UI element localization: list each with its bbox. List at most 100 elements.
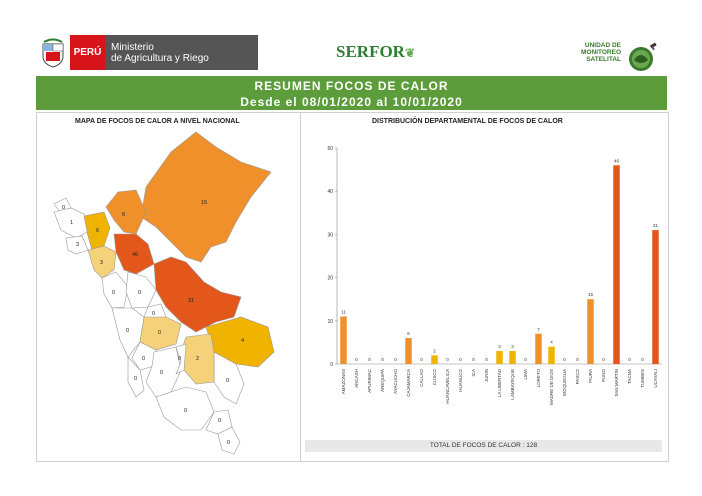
y-tick-label-4: 40 bbox=[327, 189, 333, 195]
data-label-lima: 0 bbox=[524, 357, 527, 362]
data-label-cusco: 2 bbox=[433, 348, 436, 353]
data-label-ancash: 0 bbox=[355, 357, 358, 362]
category-label-loreto: LORETO bbox=[536, 369, 541, 388]
bar-ucayali bbox=[652, 230, 659, 364]
category-label-piura: PIURA bbox=[588, 369, 593, 383]
category-label-tumbes: TUMBES bbox=[640, 369, 645, 388]
data-label-callao: 0 bbox=[420, 357, 423, 362]
peru-label: PERÚ bbox=[70, 35, 105, 70]
data-label-amazonas: 11 bbox=[341, 309, 346, 314]
unit-label: UNIDAD DE MONITOREO SATELITAL bbox=[581, 42, 621, 63]
map-label-ica: 0 bbox=[134, 376, 137, 382]
data-label-ica: 0 bbox=[472, 357, 475, 362]
category-label-callao: CALLAO bbox=[419, 369, 424, 387]
category-label-cajamarca: CAJAMARCA bbox=[406, 369, 411, 397]
region-la-libertad bbox=[87, 245, 117, 279]
region-san-martin bbox=[113, 233, 155, 275]
report-date-range: Desde el 08/01/2020 al 10/01/2020 bbox=[240, 95, 463, 109]
ministry-label: Ministerio de Agricultura y Riego bbox=[111, 42, 209, 64]
ministry-logo: PERÚ Ministerio de Agricultura y Riego bbox=[70, 35, 258, 70]
category-label-lima: LIMA bbox=[523, 369, 528, 380]
category-label-cusco: CUSCO bbox=[432, 369, 437, 386]
peru-heat-map: 0 1 6 3 3 6 46 31 0 0 0 0 0 0 0 0 15 0 0… bbox=[53, 131, 275, 455]
chart-panel bbox=[300, 112, 669, 462]
data-label-lambayeque: 3 bbox=[511, 344, 514, 349]
region-tacna bbox=[217, 426, 241, 455]
data-label-piura: 15 bbox=[588, 292, 594, 297]
serfor-label: SERFOR bbox=[336, 42, 405, 61]
map-label-san-martin: 46 bbox=[132, 252, 138, 258]
map-label-pasco: 0 bbox=[152, 311, 155, 317]
bar-amazonas bbox=[340, 316, 347, 364]
category-label-huancavelica: HUANCAVELICA bbox=[445, 369, 450, 404]
region-huancavelica bbox=[131, 341, 157, 371]
bar-la-libertad bbox=[496, 351, 503, 364]
data-label-huanuco: 0 bbox=[459, 357, 462, 362]
map-label-junin: 0 bbox=[158, 330, 161, 336]
data-label-tumbes: 0 bbox=[641, 357, 644, 362]
data-label-junin: 0 bbox=[485, 357, 488, 362]
coat-of-arms-icon bbox=[42, 38, 64, 68]
map-label-cusco: 2 bbox=[196, 356, 199, 362]
category-label-moquegua: MOQUEGUA bbox=[562, 369, 567, 396]
map-label-huanuco: 0 bbox=[138, 290, 141, 296]
data-label-san-martin: 46 bbox=[614, 158, 620, 163]
category-label-la-libertad: LA LIBERTAD bbox=[497, 368, 502, 397]
data-label-puno: 0 bbox=[602, 357, 605, 362]
map-label-piura: 1 bbox=[70, 220, 73, 226]
map-label-cajamarca: 6 bbox=[96, 228, 99, 234]
region-lambayeque bbox=[65, 235, 89, 255]
map-label-huancavelica: 0 bbox=[142, 356, 145, 362]
serfor-leaf-icon: ❦ bbox=[404, 46, 416, 60]
region-apurimac bbox=[175, 343, 187, 375]
y-tick-label-0: 0 bbox=[330, 362, 333, 368]
y-tick-label-2: 20 bbox=[327, 276, 333, 282]
map-label-ayacucho: 0 bbox=[160, 370, 163, 376]
category-label-ayacucho: AYACUCHO bbox=[393, 369, 398, 394]
bar-cusco bbox=[431, 355, 438, 364]
map-label-ancash: 0 bbox=[112, 290, 115, 296]
map-label-lima: 0 bbox=[126, 328, 129, 334]
data-label-pasco: 0 bbox=[576, 357, 579, 362]
bar-lambayeque bbox=[509, 351, 516, 364]
category-label-ica: ICA bbox=[471, 369, 476, 377]
category-label-madre-de-dios: MADRE DE DIOS bbox=[549, 369, 554, 405]
bar-piura bbox=[587, 299, 594, 364]
map-label-amazonas: 6 bbox=[122, 212, 125, 218]
bar-madre-de-dios bbox=[548, 346, 555, 364]
serfor-logo: SERFOR❦ bbox=[336, 42, 415, 62]
map-label-tumbes: 0 bbox=[62, 205, 65, 211]
map-label-loreto: 15 bbox=[201, 200, 207, 206]
category-label-junin: JUNIN bbox=[484, 369, 489, 382]
data-label-huancavelica: 0 bbox=[446, 357, 449, 362]
data-label-la-libertad: 3 bbox=[498, 344, 501, 349]
bar-chart: 0102030405011AMAZONAS0ANCASH0APURIMAC0AR… bbox=[327, 146, 662, 405]
map-label-puno: 0 bbox=[226, 378, 229, 384]
category-label-tacna: TACNA bbox=[627, 369, 632, 384]
category-label-pasco: PASCO bbox=[575, 369, 580, 385]
header: PERÚ Ministerio de Agricultura y Riego S… bbox=[36, 32, 668, 76]
bar-loreto bbox=[535, 333, 542, 364]
bar-cajamarca bbox=[405, 338, 412, 364]
data-label-tacna: 0 bbox=[628, 357, 631, 362]
report-title: RESUMEN FOCOS DE CALOR bbox=[254, 79, 449, 93]
y-tick-label-3: 30 bbox=[327, 232, 333, 238]
data-label-apurimac: 0 bbox=[368, 357, 371, 362]
category-label-puno: PUNO bbox=[601, 369, 606, 383]
data-label-ayacucho: 0 bbox=[394, 357, 397, 362]
region-ancash bbox=[101, 271, 129, 309]
category-label-ucayali: UCAYALI bbox=[653, 369, 658, 388]
data-label-ucayali: 31 bbox=[653, 223, 659, 228]
satellite-logo-icon bbox=[629, 42, 657, 71]
map-label-apurimac: 0 bbox=[178, 356, 181, 362]
region-amazonas bbox=[105, 189, 147, 235]
category-label-ancash: ANCASH bbox=[354, 369, 359, 388]
map-label-tacna: 0 bbox=[227, 440, 230, 446]
map-label-ucayali: 31 bbox=[188, 298, 194, 304]
map-title: MAPA DE FOCOS DE CALOR A NIVEL NACIONAL bbox=[75, 118, 240, 125]
total-label: TOTAL DE FOCOS DE CALOR : 128 bbox=[305, 440, 662, 452]
map-label-la-libertad: 3 bbox=[100, 260, 103, 266]
data-label-madre-de-dios: 4 bbox=[550, 340, 553, 345]
category-label-arequipa: AREQUIPA bbox=[380, 369, 385, 392]
y-tick-label-5: 50 bbox=[327, 146, 333, 152]
